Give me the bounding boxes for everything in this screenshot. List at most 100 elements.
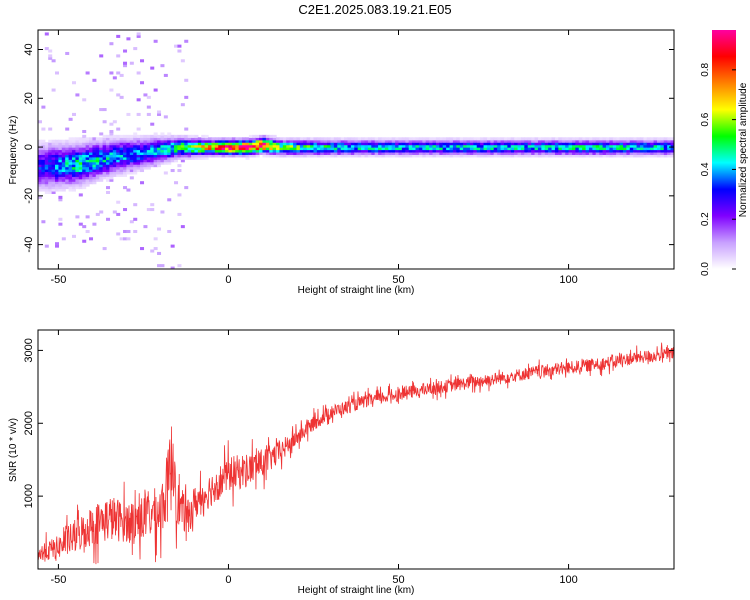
spectrogram-cell bbox=[626, 139, 631, 143]
spectrogram-cell bbox=[371, 137, 376, 141]
spectrogram-cell bbox=[568, 147, 573, 151]
spectrogram-cell bbox=[95, 164, 100, 168]
spectrogram-cell bbox=[95, 144, 100, 148]
spectrogram-cell bbox=[51, 166, 56, 170]
spectrogram-cell bbox=[503, 142, 508, 146]
spectrogram-cell bbox=[72, 81, 77, 85]
spectrogram-cell bbox=[208, 154, 213, 158]
spectrogram-cell bbox=[85, 178, 90, 182]
spectrogram-cell bbox=[388, 151, 393, 155]
spectrogram-cell bbox=[561, 151, 566, 155]
spectrogram-cell bbox=[89, 147, 94, 151]
spectrogram-cell bbox=[163, 134, 168, 138]
spectrogram-cell bbox=[126, 149, 131, 153]
spectrogram-cell bbox=[123, 139, 128, 143]
spectrogram-cell bbox=[48, 190, 53, 194]
spectrogram-cell bbox=[286, 147, 291, 151]
spectrogram-cell bbox=[109, 42, 114, 46]
spectrogram-cell bbox=[82, 186, 87, 190]
spectrogram-cell bbox=[276, 144, 281, 148]
x-tick-label: 100 bbox=[559, 274, 577, 286]
spectrogram-cell bbox=[306, 147, 311, 151]
snr-x-label: Height of straight line (km) bbox=[298, 585, 415, 596]
spectrogram-cell bbox=[95, 166, 100, 170]
spectrogram-cell bbox=[558, 144, 563, 148]
spectrogram-cell bbox=[299, 154, 304, 158]
spectrogram-cell bbox=[51, 154, 56, 158]
spectrogram-cell bbox=[412, 154, 417, 158]
spectrogram-cell bbox=[58, 198, 63, 202]
spectrogram-cell bbox=[398, 151, 403, 155]
spectrogram-cell bbox=[466, 149, 471, 153]
spectrogram-cell bbox=[619, 139, 624, 143]
spectrogram-cell bbox=[578, 144, 583, 148]
spectrogram-cell bbox=[582, 149, 587, 153]
spectrogram-cell bbox=[82, 173, 87, 177]
spectrogram-cell bbox=[289, 154, 294, 158]
spectrogram-cell bbox=[272, 151, 277, 155]
spectrogram-cell bbox=[541, 137, 546, 141]
spectrogram-cell bbox=[85, 215, 90, 219]
spectrogram-cell bbox=[442, 139, 447, 143]
spectrogram-cell bbox=[306, 139, 311, 143]
spectrogram-cell bbox=[323, 147, 328, 151]
spectrogram-cell bbox=[469, 142, 474, 146]
spectrogram-cell bbox=[65, 151, 70, 155]
spectrogram-cell bbox=[85, 71, 90, 75]
spectrogram-cell bbox=[146, 151, 151, 155]
spectrogram-cell bbox=[551, 144, 556, 148]
spectrogram-cell bbox=[136, 144, 141, 148]
spectrogram-cell bbox=[354, 142, 359, 146]
spectrogram-cell bbox=[320, 151, 325, 155]
spectrogram-cell bbox=[99, 151, 104, 155]
spectrogram-cell bbox=[541, 154, 546, 158]
spectrogram-cell bbox=[456, 149, 461, 153]
spectrogram-cell bbox=[95, 171, 100, 175]
spectrogram-cell bbox=[660, 144, 665, 148]
spectrogram-cell bbox=[653, 139, 658, 143]
spectrogram-cell bbox=[395, 142, 400, 146]
snr-x-ticks: -50 0 50 100 bbox=[50, 330, 578, 586]
spectrogram-cell bbox=[102, 147, 107, 151]
spectrogram-cell bbox=[337, 149, 342, 153]
spectrogram-cell bbox=[310, 147, 315, 151]
spectrogram-cell bbox=[99, 108, 104, 112]
spectrogram-cell bbox=[170, 244, 175, 248]
spectrogram-cell bbox=[429, 151, 434, 155]
spectrogram-cell bbox=[534, 149, 539, 153]
spectrogram-cell bbox=[123, 166, 128, 170]
spectrogram-cell bbox=[612, 144, 617, 148]
spectrogram-cell bbox=[378, 147, 383, 151]
spectrogram-cell bbox=[119, 154, 124, 158]
spectrogram-cell bbox=[585, 142, 590, 146]
spectrogram-cell bbox=[95, 147, 100, 151]
spectrogram-cell bbox=[58, 139, 63, 143]
spectrogram-cell bbox=[119, 173, 124, 177]
colorbar-tick-label: 0.6 bbox=[700, 112, 711, 126]
spectrogram-cell bbox=[112, 159, 117, 163]
spectrogram-cell bbox=[514, 147, 519, 151]
spectrogram-cell bbox=[51, 176, 56, 180]
spectrogram-cell bbox=[575, 142, 580, 146]
spectrogram-cell bbox=[279, 151, 284, 155]
spectrogram-cell bbox=[72, 161, 77, 165]
spectrogram-cell bbox=[235, 137, 240, 141]
spectrogram-cell bbox=[452, 147, 457, 151]
spectrogram-cell bbox=[469, 154, 474, 158]
spectrogram-cell bbox=[408, 149, 413, 153]
spectrogram-cell bbox=[41, 156, 46, 160]
spectrogram-cell bbox=[68, 117, 73, 121]
spectrogram-cell bbox=[524, 139, 529, 143]
spectrogram-cell bbox=[177, 164, 182, 168]
spectrogram-cell bbox=[123, 164, 128, 168]
x-tick-label: -50 bbox=[50, 574, 66, 586]
spectrogram-cell bbox=[201, 147, 206, 151]
spectrogram-cell bbox=[133, 164, 138, 168]
spectrogram-cell bbox=[146, 95, 151, 99]
spectrogram-cell bbox=[609, 149, 614, 153]
spectrogram-cell bbox=[585, 151, 590, 155]
spectrogram-cell bbox=[639, 139, 644, 143]
spectrogram-cell bbox=[160, 151, 165, 155]
spectrogram-cell bbox=[306, 149, 311, 153]
